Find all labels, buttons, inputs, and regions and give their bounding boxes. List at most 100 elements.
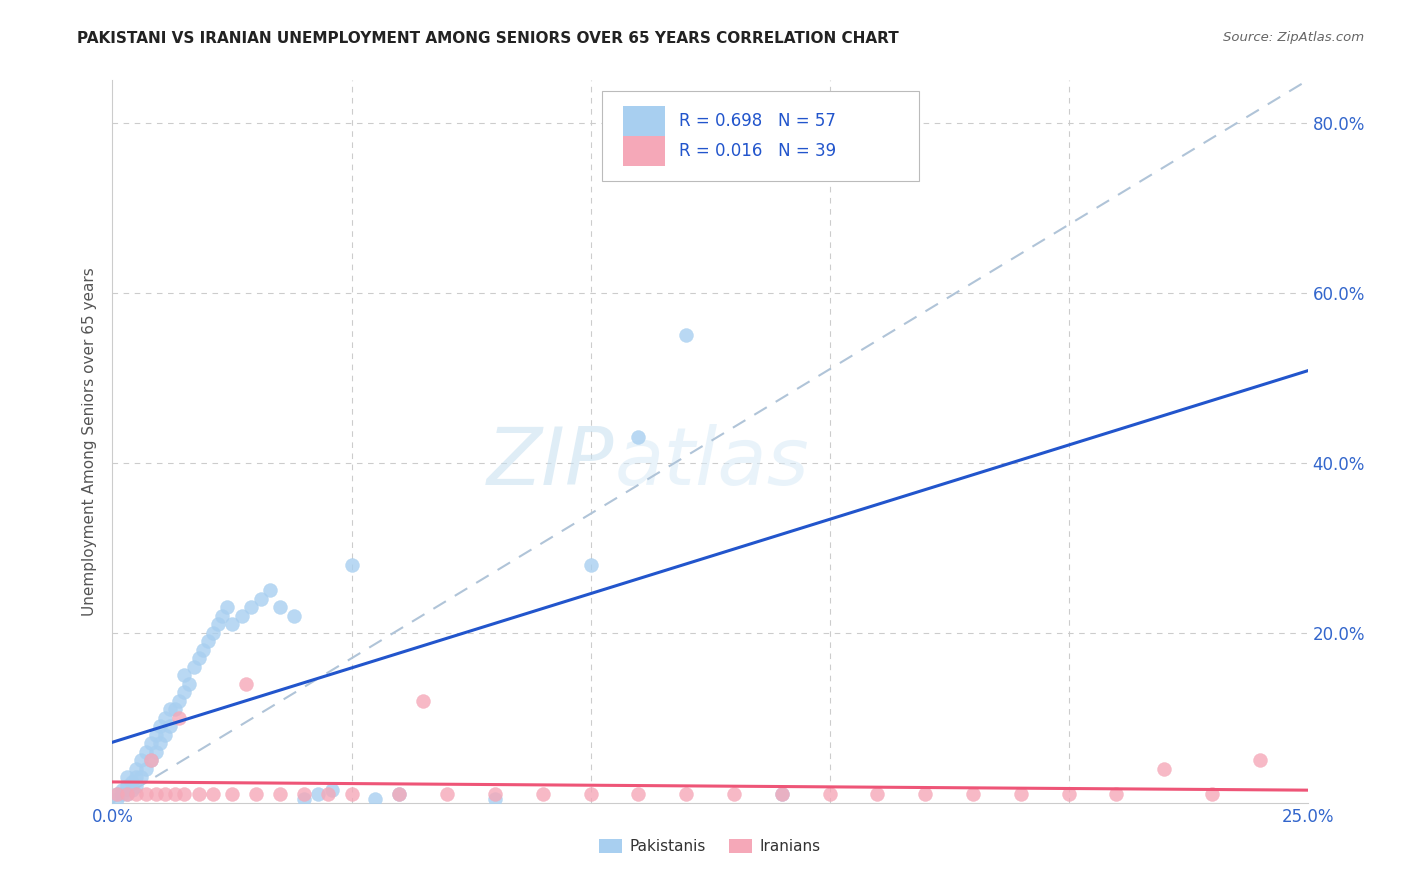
Point xyxy=(139,736,162,750)
Point xyxy=(139,753,162,767)
Point xyxy=(388,787,411,801)
Point xyxy=(1201,787,1223,801)
Point xyxy=(125,787,148,801)
Point xyxy=(201,625,224,640)
Point xyxy=(675,328,697,343)
Point xyxy=(221,787,243,801)
Point xyxy=(105,787,128,801)
Text: PAKISTANI VS IRANIAN UNEMPLOYMENT AMONG SENIORS OVER 65 YEARS CORRELATION CHART: PAKISTANI VS IRANIAN UNEMPLOYMENT AMONG … xyxy=(77,31,898,46)
Point xyxy=(292,791,315,805)
Point xyxy=(770,787,793,801)
Point xyxy=(207,617,229,632)
Point xyxy=(627,430,650,444)
Point xyxy=(125,779,148,793)
Point xyxy=(111,787,134,801)
Point xyxy=(111,783,134,797)
Point xyxy=(115,787,138,801)
Point xyxy=(163,787,186,801)
Point xyxy=(723,787,745,801)
Point xyxy=(292,787,315,801)
Point xyxy=(121,774,143,789)
Point xyxy=(364,791,387,805)
Point xyxy=(197,634,219,648)
Point xyxy=(153,711,176,725)
Point xyxy=(1105,787,1128,801)
Point xyxy=(187,787,209,801)
Point xyxy=(245,787,267,801)
Point xyxy=(149,736,172,750)
Point xyxy=(627,787,650,801)
Point xyxy=(135,762,157,776)
Point xyxy=(340,787,363,801)
Point xyxy=(129,770,152,784)
Point xyxy=(249,591,271,606)
Point xyxy=(962,787,984,801)
Point xyxy=(321,783,343,797)
FancyBboxPatch shape xyxy=(603,91,920,181)
FancyBboxPatch shape xyxy=(623,106,665,136)
Point xyxy=(135,745,157,759)
Point xyxy=(135,787,157,801)
Point xyxy=(1057,787,1080,801)
Point xyxy=(145,728,167,742)
Point xyxy=(412,694,434,708)
Point xyxy=(235,677,257,691)
Point xyxy=(217,600,239,615)
Point xyxy=(1249,753,1271,767)
Text: R = 0.016   N = 39: R = 0.016 N = 39 xyxy=(679,142,837,160)
Point xyxy=(1153,762,1175,776)
Point xyxy=(153,728,176,742)
Point xyxy=(770,787,793,801)
Point xyxy=(173,787,195,801)
Point xyxy=(183,660,205,674)
Point xyxy=(675,787,697,801)
Point xyxy=(169,694,191,708)
Point xyxy=(145,745,167,759)
Text: Source: ZipAtlas.com: Source: ZipAtlas.com xyxy=(1223,31,1364,45)
Point xyxy=(153,787,176,801)
Point xyxy=(388,787,411,801)
Point xyxy=(269,600,291,615)
Point xyxy=(139,753,162,767)
Point xyxy=(129,753,152,767)
Point xyxy=(115,787,138,801)
Point xyxy=(201,787,224,801)
Point xyxy=(307,787,329,801)
Point xyxy=(121,783,143,797)
Point xyxy=(105,791,128,805)
Point xyxy=(115,779,138,793)
Point xyxy=(169,711,191,725)
Point xyxy=(231,608,253,623)
Point xyxy=(240,600,263,615)
Point xyxy=(173,685,195,699)
Point xyxy=(1010,787,1032,801)
Point xyxy=(579,558,602,572)
Point xyxy=(283,608,305,623)
Point xyxy=(531,787,554,801)
Point xyxy=(436,787,458,801)
Point xyxy=(115,770,138,784)
Point xyxy=(259,583,281,598)
Point xyxy=(159,702,181,716)
Point xyxy=(187,651,209,665)
Point xyxy=(149,719,172,733)
Point xyxy=(818,787,841,801)
Point xyxy=(125,770,148,784)
Point xyxy=(316,787,339,801)
Point xyxy=(163,702,186,716)
Point xyxy=(177,677,200,691)
Point xyxy=(484,787,506,801)
Point xyxy=(914,787,936,801)
Point xyxy=(145,787,167,801)
Legend: Pakistanis, Iranians: Pakistanis, Iranians xyxy=(593,833,827,860)
Point xyxy=(105,787,128,801)
Point xyxy=(579,787,602,801)
Point xyxy=(484,791,506,805)
Text: atlas: atlas xyxy=(614,425,810,502)
Y-axis label: Unemployment Among Seniors over 65 years: Unemployment Among Seniors over 65 years xyxy=(82,268,97,615)
Point xyxy=(173,668,195,682)
Point xyxy=(269,787,291,801)
Text: ZIP: ZIP xyxy=(486,425,614,502)
Point xyxy=(193,642,215,657)
Point xyxy=(221,617,243,632)
